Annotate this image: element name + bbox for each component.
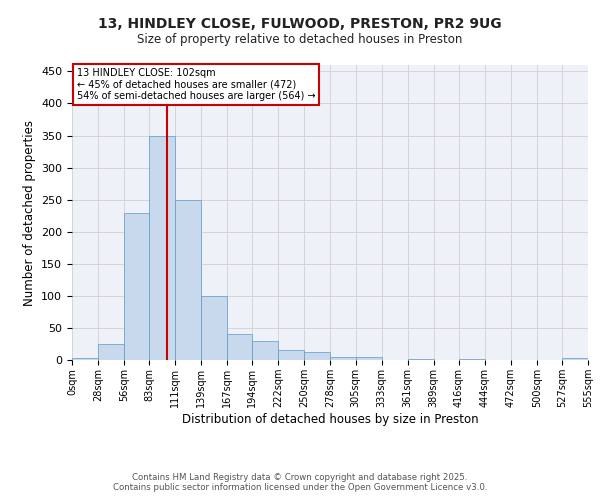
Bar — [407, 358, 434, 360]
Bar — [562, 358, 588, 360]
Bar — [149, 136, 175, 360]
Bar — [356, 357, 382, 360]
Text: 13, HINDLEY CLOSE, FULWOOD, PRESTON, PR2 9UG: 13, HINDLEY CLOSE, FULWOOD, PRESTON, PR2… — [98, 18, 502, 32]
Bar — [331, 357, 356, 360]
Text: Size of property relative to detached houses in Preston: Size of property relative to detached ho… — [137, 32, 463, 46]
Bar — [98, 344, 124, 360]
Bar — [72, 358, 98, 360]
X-axis label: Distribution of detached houses by size in Preston: Distribution of detached houses by size … — [182, 412, 478, 426]
Bar — [459, 358, 485, 360]
Bar — [227, 334, 253, 360]
Text: Contains HM Land Registry data © Crown copyright and database right 2025.
Contai: Contains HM Land Registry data © Crown c… — [113, 473, 487, 492]
Bar — [304, 352, 331, 360]
Text: 13 HINDLEY CLOSE: 102sqm
← 45% of detached houses are smaller (472)
54% of semi-: 13 HINDLEY CLOSE: 102sqm ← 45% of detach… — [77, 68, 315, 102]
Bar — [201, 296, 227, 360]
Bar — [278, 350, 304, 360]
Bar — [253, 341, 278, 360]
Bar — [175, 200, 201, 360]
Y-axis label: Number of detached properties: Number of detached properties — [23, 120, 35, 306]
Bar — [124, 212, 149, 360]
